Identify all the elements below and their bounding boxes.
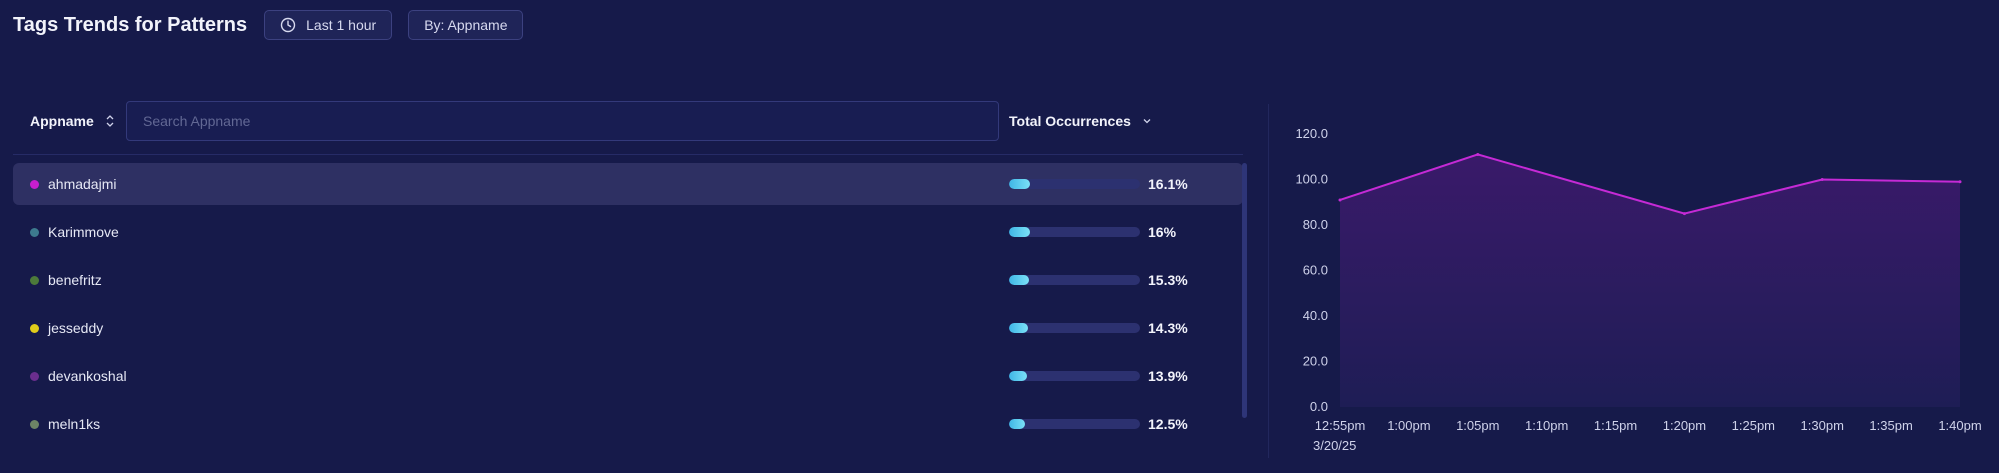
table-row[interactable]: Karimmove 16% bbox=[13, 211, 1243, 253]
occurrence-percent: 16.1% bbox=[1148, 176, 1188, 192]
occurrence-bar-fill bbox=[1009, 275, 1030, 285]
occurrence-percent: 15.3% bbox=[1148, 272, 1188, 288]
x-tick-label: 12:55pm bbox=[1315, 418, 1366, 433]
search-input[interactable] bbox=[126, 101, 999, 141]
x-tick-label: 1:00pm bbox=[1387, 418, 1430, 433]
y-tick-label: 60.0 bbox=[1303, 263, 1328, 278]
appname-column-header[interactable]: Appname bbox=[30, 113, 114, 129]
page-header: Tags Trends for Patterns Last 1 hour By:… bbox=[13, 9, 539, 41]
time-range-button[interactable]: Last 1 hour bbox=[264, 10, 393, 40]
series-area bbox=[1340, 154, 1960, 407]
data-point bbox=[1682, 212, 1686, 216]
x-tick-label: 1:10pm bbox=[1525, 418, 1568, 433]
occurrence-percent: 12.5% bbox=[1148, 416, 1188, 432]
table-row[interactable]: ahmadajmi 16.1% bbox=[13, 163, 1243, 205]
occurrence-percent: 16% bbox=[1148, 224, 1177, 240]
series-color-dot bbox=[30, 276, 39, 285]
scrollbar[interactable] bbox=[1242, 163, 1247, 418]
table-row[interactable]: devankoshal 13.9% bbox=[13, 355, 1243, 397]
occurrence-bar-fill bbox=[1009, 419, 1026, 429]
appname-label: Karimmove bbox=[48, 224, 119, 240]
sort-icon bbox=[106, 115, 114, 127]
series-color-dot bbox=[30, 180, 39, 189]
table-header: Appname Total Occurrences bbox=[13, 101, 1243, 143]
occurrence-bar bbox=[1009, 227, 1140, 237]
occurrence-bar-fill bbox=[1009, 371, 1028, 381]
data-point bbox=[1476, 152, 1480, 156]
time-range-label: Last 1 hour bbox=[306, 17, 377, 33]
occurrence-bar bbox=[1009, 419, 1140, 429]
x-tick-label: 1:15pm bbox=[1594, 418, 1637, 433]
appname-column-label: Appname bbox=[30, 113, 94, 129]
y-tick-label: 120.0 bbox=[1295, 126, 1328, 141]
occurrence-percent: 14.3% bbox=[1148, 320, 1188, 336]
y-tick-label: 20.0 bbox=[1303, 354, 1328, 369]
occurrence-bar bbox=[1009, 323, 1140, 333]
x-date-label: 3/20/25 bbox=[1313, 438, 1356, 453]
table-row[interactable]: benefritz 15.3% bbox=[13, 259, 1243, 301]
series-color-dot bbox=[30, 324, 39, 333]
appname-label: ahmadajmi bbox=[48, 176, 117, 192]
x-tick-label: 1:35pm bbox=[1869, 418, 1912, 433]
occurrence-bar-fill bbox=[1009, 179, 1031, 189]
appname-list: ahmadajmi 16.1% Karimmove 16% benefritz 15.3%… bbox=[13, 163, 1243, 451]
y-tick-label: 0.0 bbox=[1310, 399, 1328, 414]
table-row[interactable]: meln1ks 12.5% bbox=[13, 403, 1243, 445]
clock-icon bbox=[280, 17, 296, 33]
page-title: Tags Trends for Patterns bbox=[13, 13, 248, 36]
x-tick-label: 1:25pm bbox=[1732, 418, 1775, 433]
chevron-down-icon bbox=[1143, 119, 1151, 124]
appname-label: jesseddy bbox=[48, 320, 104, 336]
series-color-dot bbox=[30, 420, 39, 429]
group-by-button[interactable]: By: Appname bbox=[408, 10, 524, 40]
table-row[interactable]: jesseddy 14.3% bbox=[13, 307, 1243, 349]
y-tick-label: 40.0 bbox=[1303, 308, 1328, 323]
total-occurrences-column-header[interactable]: Total Occurrences bbox=[1009, 113, 1151, 129]
x-tick-label: 1:40pm bbox=[1938, 418, 1981, 433]
data-point bbox=[1820, 178, 1824, 181]
appname-label: meln1ks bbox=[48, 416, 101, 432]
occurrence-bar bbox=[1009, 179, 1140, 189]
occurrence-bar-fill bbox=[1009, 227, 1030, 237]
trend-chart: 0.0 20.0 40.0 60.0 80.0 100.0 120.0 12:55pm 1:00… bbox=[1295, 126, 1981, 453]
total-occurrences-label: Total Occurrences bbox=[1009, 113, 1131, 129]
series-color-dot bbox=[30, 228, 39, 237]
series-color-dot bbox=[30, 372, 39, 381]
y-tick-label: 80.0 bbox=[1303, 217, 1328, 232]
occurrence-bar bbox=[1009, 275, 1140, 285]
data-point bbox=[1338, 198, 1342, 202]
panel-divider bbox=[1268, 104, 1269, 458]
occurrence-bar bbox=[1009, 371, 1140, 381]
occurrence-bar-fill bbox=[1009, 323, 1028, 333]
header-divider bbox=[13, 154, 1243, 155]
data-point bbox=[1958, 180, 1962, 184]
x-tick-label: 1:05pm bbox=[1456, 418, 1499, 433]
x-tick-label: 1:30pm bbox=[1801, 418, 1844, 433]
appname-label: benefritz bbox=[48, 272, 102, 288]
group-by-label: By: Appname bbox=[424, 17, 508, 33]
y-tick-label: 100.0 bbox=[1295, 172, 1328, 187]
x-tick-label: 1:20pm bbox=[1663, 418, 1706, 433]
appname-label: devankoshal bbox=[48, 368, 127, 384]
occurrence-percent: 13.9% bbox=[1148, 368, 1188, 384]
